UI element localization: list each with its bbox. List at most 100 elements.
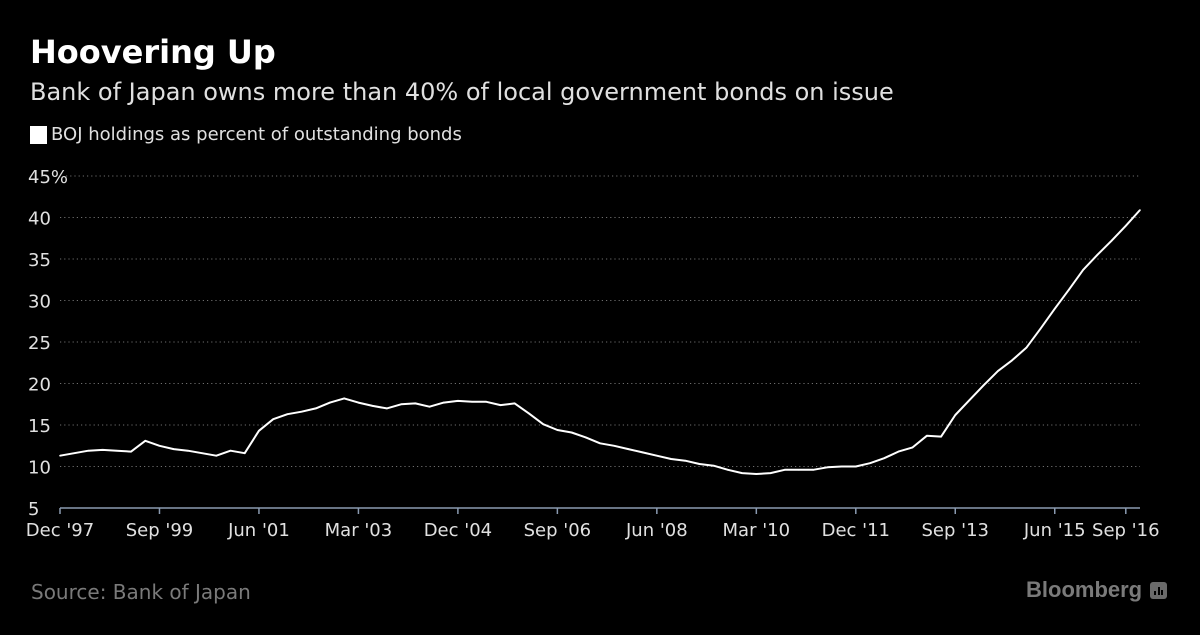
data-point — [428, 405, 431, 408]
data-point — [741, 472, 743, 474]
data-point — [599, 442, 601, 445]
data-point — [769, 472, 772, 474]
y-tick-label: 25 — [28, 333, 51, 354]
x-tick-label: Dec '04 — [424, 520, 492, 541]
data-point — [329, 401, 331, 404]
y-tick-label: 5 — [28, 499, 39, 520]
y-tick-label: 10 — [28, 458, 51, 479]
bloomberg-logo: Bloomberg — [1026, 577, 1168, 603]
x-tick-label: Dec '97 — [26, 520, 94, 541]
data-point — [1068, 288, 1070, 291]
y-tick-label: 35 — [28, 250, 51, 271]
x-tick-label: Sep '16 — [1092, 520, 1160, 541]
data-point — [101, 449, 104, 451]
data-point — [940, 435, 942, 438]
data-point — [144, 439, 147, 442]
data-point — [1096, 254, 1099, 256]
data-point — [1053, 308, 1056, 310]
legend-swatch — [30, 125, 47, 144]
y-tick-label: 30 — [28, 292, 51, 313]
data-point — [812, 469, 814, 471]
data-point — [1011, 359, 1013, 362]
data-point — [542, 423, 544, 425]
data-point — [968, 399, 971, 401]
source-note: Source: Bank of Japan — [31, 580, 251, 604]
data-point — [798, 469, 800, 471]
gridlines — [60, 175, 1140, 467]
data-point — [300, 410, 303, 413]
x-tick-label: Jun '01 — [227, 520, 290, 541]
x-tick-label: Jun '15 — [1023, 520, 1086, 541]
data-point — [187, 449, 189, 452]
data-point — [201, 452, 203, 455]
data-point — [59, 454, 61, 457]
y-axis-labels: 5 10 15 20 25 30 35 40 45% — [28, 167, 68, 520]
x-tick-label: Dec '11 — [822, 520, 890, 541]
data-point — [1082, 268, 1084, 271]
data-point — [656, 454, 658, 457]
data-point — [400, 403, 402, 406]
data-point — [982, 384, 985, 386]
data-point — [130, 450, 132, 453]
data-point — [258, 430, 260, 432]
x-tick-label: Mar '03 — [325, 520, 393, 541]
data-point — [1039, 327, 1042, 330]
data-point — [613, 444, 616, 447]
chart-subtitle: Bank of Japan owns more than 40% of loca… — [30, 78, 894, 106]
x-tick-label: Sep '13 — [922, 520, 990, 541]
data-point — [314, 407, 317, 410]
data-point — [698, 463, 701, 465]
series-line — [59, 209, 1141, 475]
data-point — [272, 418, 274, 420]
data-point — [499, 404, 502, 406]
data-point — [854, 465, 857, 468]
legend: BOJ holdings as percent of outstanding b… — [30, 124, 462, 145]
data-point — [286, 413, 289, 416]
data-point — [215, 454, 218, 457]
data-point — [229, 449, 232, 452]
x-tick-label: Sep '06 — [524, 520, 592, 541]
data-point — [727, 469, 729, 471]
data-point — [556, 429, 559, 431]
data-point — [513, 402, 516, 405]
y-tick-label: 15 — [28, 416, 51, 437]
data-point — [584, 436, 587, 439]
data-point — [371, 405, 374, 407]
data-point — [1139, 209, 1141, 211]
y-tick-label: 20 — [28, 375, 51, 396]
x-tick-label: Mar '10 — [723, 520, 791, 541]
data-point — [755, 473, 758, 475]
data-point — [783, 469, 786, 471]
data-point — [73, 452, 76, 455]
data-point — [997, 370, 999, 372]
data-point — [158, 444, 161, 447]
legend-label: BOJ holdings as percent of outstanding b… — [51, 124, 462, 145]
data-point — [627, 448, 630, 450]
chart-title: Hoovering Up — [30, 33, 276, 71]
data-point — [670, 458, 672, 460]
data-point — [826, 466, 829, 469]
data-point — [116, 449, 118, 452]
series-layer — [59, 209, 1141, 475]
data-point — [926, 434, 928, 437]
data-point — [641, 451, 644, 454]
data-point — [172, 448, 175, 450]
data-point — [911, 446, 914, 449]
data-point — [1110, 239, 1113, 242]
data-point — [485, 400, 488, 403]
data-point — [243, 452, 246, 455]
data-point — [897, 450, 900, 453]
y-tick-label: 40 — [28, 209, 51, 230]
data-point — [357, 401, 360, 404]
data-point — [883, 457, 886, 460]
data-point — [528, 412, 530, 415]
data-point — [343, 397, 346, 400]
data-point — [954, 414, 957, 416]
brand-name: Bloomberg — [1026, 577, 1143, 602]
bloomberg-chart-icon — [1150, 581, 1168, 599]
data-point — [570, 431, 573, 434]
data-point — [712, 464, 715, 467]
data-point — [684, 459, 687, 462]
data-point — [87, 449, 90, 452]
